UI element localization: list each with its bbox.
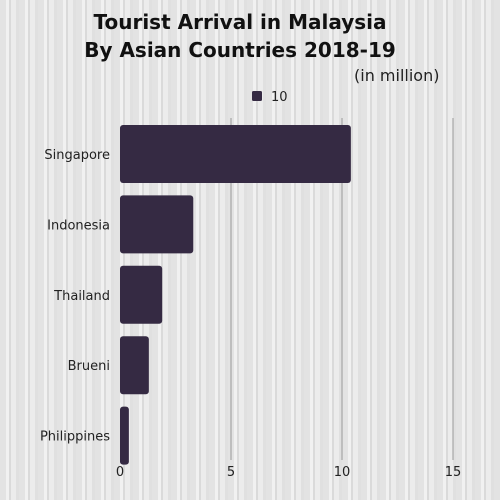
chart-title-line2: By Asian Countries 2018-19 — [84, 38, 396, 62]
category-label: Philippines — [40, 430, 110, 445]
x-tick-label: 5 — [227, 465, 235, 480]
legend: 10 — [252, 90, 288, 105]
x-tick-label: 15 — [445, 465, 462, 480]
bar-thailand — [120, 265, 163, 324]
x-tick-label: 10 — [334, 465, 351, 480]
bar-indonesia — [120, 195, 194, 254]
x-axis-ticks: 0 5 10 15 — [116, 465, 461, 480]
legend-label: 10 — [271, 90, 288, 105]
bars — [120, 125, 351, 465]
category-label: Indonesia — [47, 218, 110, 233]
category-label: Brueni — [68, 359, 110, 374]
chart-subtitle: (in million) — [354, 66, 440, 85]
x-tick-label: 0 — [116, 465, 124, 480]
bar-brueni — [120, 336, 149, 395]
category-labels: Singapore Indonesia Thailand Brueni Philippi… — [40, 148, 110, 445]
category-label: Thailand — [53, 289, 110, 304]
category-label: Singapore — [44, 148, 110, 163]
bar-philippines — [120, 406, 129, 465]
bar-singapore — [120, 125, 351, 183]
chart-title-line1: Tourist Arrival in Malaysia — [93, 10, 387, 34]
legend-swatch — [252, 91, 262, 101]
